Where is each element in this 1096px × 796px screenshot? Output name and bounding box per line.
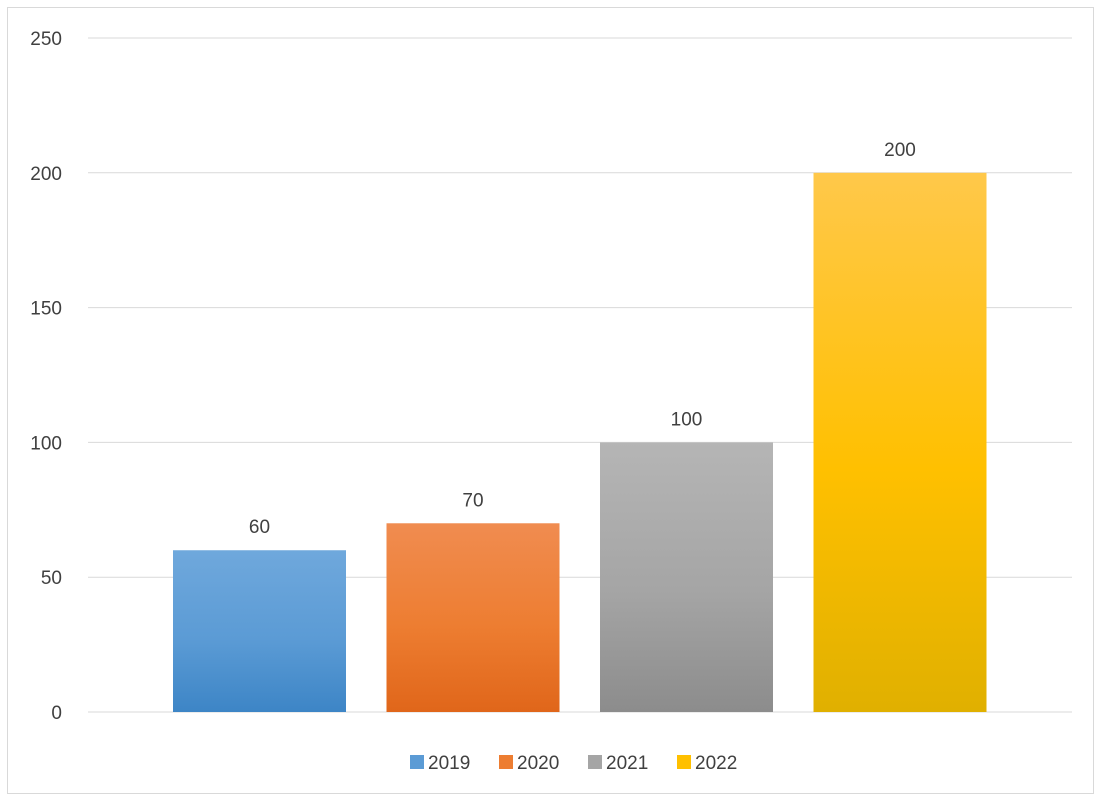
legend-label-2020: 2020 — [517, 753, 559, 774]
data-labels: 60 70 100 200 — [249, 140, 916, 538]
bar-2021 — [600, 442, 773, 712]
legend-swatch-2020 — [499, 755, 513, 769]
legend-label-2022: 2022 — [695, 753, 737, 774]
legend-swatch-2019 — [410, 755, 424, 769]
y-tick-label-0: 0 — [51, 703, 62, 724]
data-label-2021: 100 — [671, 409, 703, 430]
data-label-2022: 200 — [884, 140, 916, 161]
y-tick-label-100: 100 — [30, 433, 62, 454]
data-label-2019: 60 — [249, 517, 270, 538]
bar-2022 — [813, 172, 987, 713]
legend: 2019 2020 2021 2022 — [410, 753, 737, 774]
data-label-2020: 70 — [462, 490, 483, 511]
bar-2020 — [386, 523, 560, 712]
y-tick-label-250: 250 — [30, 29, 62, 50]
legend-label-2019: 2019 — [428, 753, 470, 774]
bar-2019 — [173, 550, 346, 712]
y-axis-tick-labels: 0 50 100 150 200 250 — [30, 29, 62, 724]
legend-label-2021: 2021 — [606, 753, 648, 774]
y-tick-label-50: 50 — [41, 568, 62, 589]
legend-swatch-2022 — [677, 755, 691, 769]
bars — [173, 172, 987, 713]
y-tick-label-150: 150 — [30, 299, 62, 320]
legend-swatch-2021 — [588, 755, 602, 769]
y-tick-label-200: 200 — [30, 164, 62, 185]
